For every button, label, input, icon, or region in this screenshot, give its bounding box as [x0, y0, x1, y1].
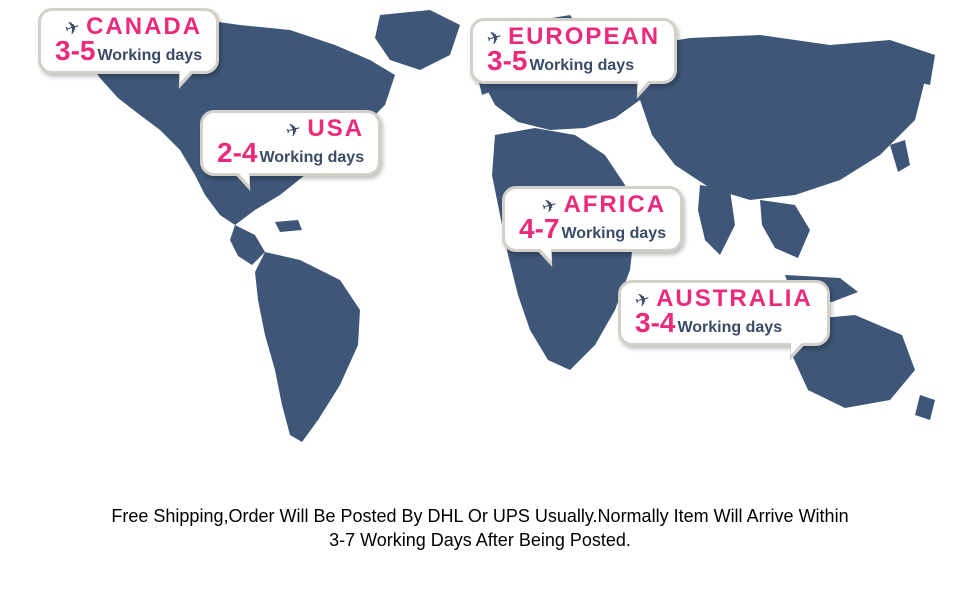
bubble-days-row: 4-7Working days: [519, 215, 666, 243]
shipping-bubble-canada: ✈CANADA3-5Working days: [38, 8, 219, 74]
footer-line1: Free Shipping,Order Will Be Posted By DH…: [111, 506, 848, 526]
airplane-icon: ✈: [63, 17, 82, 38]
airplane-icon: ✈: [540, 195, 559, 216]
shipping-bubble-australia: ✈AUSTRALIA3-4Working days: [618, 280, 830, 346]
bubble-days-number: 4-7: [519, 215, 559, 243]
bubble-days-row: 3-5Working days: [55, 37, 202, 65]
airplane-icon: ✈: [485, 27, 504, 48]
bubble-days-number: 2-4: [217, 139, 257, 167]
bubble-days-number: 3-5: [55, 37, 95, 65]
bubble-region-row: ✈CANADA: [55, 15, 202, 39]
bubble-days-row: 3-4Working days: [635, 309, 813, 337]
bubble-days-text: Working days: [97, 48, 202, 64]
bubble-days-number: 3-4: [635, 309, 675, 337]
bubble-region-label: USA: [307, 117, 364, 141]
bubble-days-text: Working days: [677, 320, 782, 336]
shipping-bubble-european: ✈EUROPEAN3-5Working days: [470, 18, 677, 84]
bubble-days-row: 3-5Working days: [487, 47, 660, 75]
shipping-footer-text: Free Shipping,Order Will Be Posted By DH…: [0, 504, 960, 553]
footer-line2: 3-7 Working Days After Being Posted.: [329, 530, 631, 550]
bubble-days-text: Working days: [561, 226, 666, 242]
bubble-region-label: CANADA: [86, 15, 202, 39]
bubble-region-label: EUROPEAN: [508, 25, 660, 49]
bubble-days-text: Working days: [529, 58, 634, 74]
bubble-days-number: 3-5: [487, 47, 527, 75]
bubble-region-label: AUSTRALIA: [656, 287, 813, 311]
airplane-icon: ✈: [633, 289, 652, 310]
bubble-region-label: AFRICA: [563, 193, 666, 217]
shipping-bubble-usa: ✈USA2-4Working days: [200, 110, 381, 176]
bubble-days-row: 2-4Working days: [217, 139, 364, 167]
bubble-days-text: Working days: [259, 150, 364, 166]
airplane-icon: ✈: [284, 119, 303, 140]
shipping-bubble-africa: ✈AFRICA4-7Working days: [502, 186, 683, 252]
